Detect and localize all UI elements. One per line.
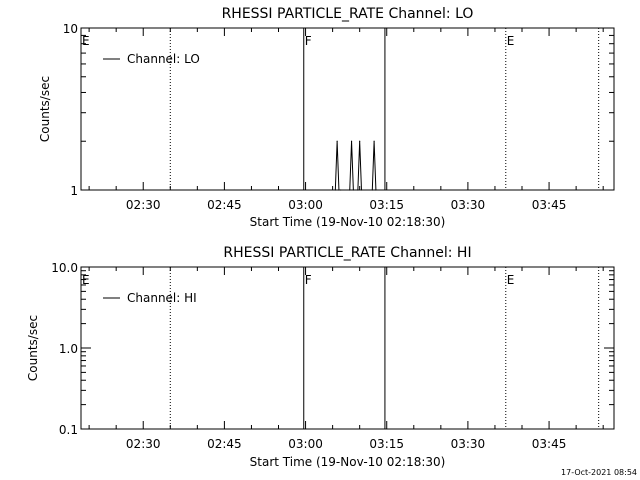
y-tick-label: 1.0 [59,342,78,356]
data-point [375,189,377,191]
x-axis-label: Start Time (19-Nov-10 02:18:30) [250,215,446,229]
chart-title: RHESSI PARTICLE_RATE Channel: LO [222,6,474,22]
legend-entry: Channel: HI [127,291,197,305]
data-point [360,189,363,191]
data-point [371,189,373,191]
x-tick-label: 03:00 [288,198,323,212]
x-tick-label: 02:45 [207,437,242,451]
x-tick-label: 03:00 [288,437,323,451]
event-marker-label: F [305,34,312,48]
y-axis-label: Counts/sec [38,76,52,142]
x-axis-label: Start Time (19-Nov-10 02:18:30) [250,455,446,469]
chart-panel-hi: RHESSI PARTICLE_RATE Channel: HIE F E02:30… [26,245,615,469]
y-tick-label: 10 [63,22,78,36]
y-tick-label: 0.1 [59,423,78,437]
x-tick-label: 02:30 [126,437,161,451]
x-tick-label: 02:30 [126,198,161,212]
data-point [357,189,359,191]
chart-panel-lo: RHESSI PARTICLE_RATE Channel: LO E F E 02:30… [38,6,615,229]
event-marker-label: E [82,34,90,48]
x-tick-label: 02:45 [207,198,242,212]
x-tick-label: 03:15 [369,198,404,212]
y-tick-label: 1 [70,184,78,198]
series-line [334,141,377,191]
data-point [349,189,351,191]
x-tick-label: 03:30 [451,198,486,212]
x-tick-label: 03:30 [451,437,486,451]
data-point [350,140,353,142]
x-tick-label: 03:45 [532,198,567,212]
data-point [359,140,361,142]
footer-timestamp: 17-Oct-2021 08:54 [561,468,637,477]
y-axis-label: Counts/sec [26,315,40,381]
event-marker-label: E [507,34,515,48]
legend-entry: Channel: LO [127,52,200,66]
data-point [352,189,354,191]
data-point [340,189,342,191]
event-marker-label: E [507,273,515,287]
event-marker-label: F [305,273,312,287]
data-point [338,189,340,191]
data-point [336,140,338,142]
y-tick-label: 10.0 [51,261,78,275]
chart-title: RHESSI PARTICLE_RATE Channel: HI [223,245,471,261]
x-tick-label: 03:45 [532,437,567,451]
x-tick-label: 03:15 [369,437,404,451]
data-point [334,189,336,191]
data-point [373,140,375,142]
